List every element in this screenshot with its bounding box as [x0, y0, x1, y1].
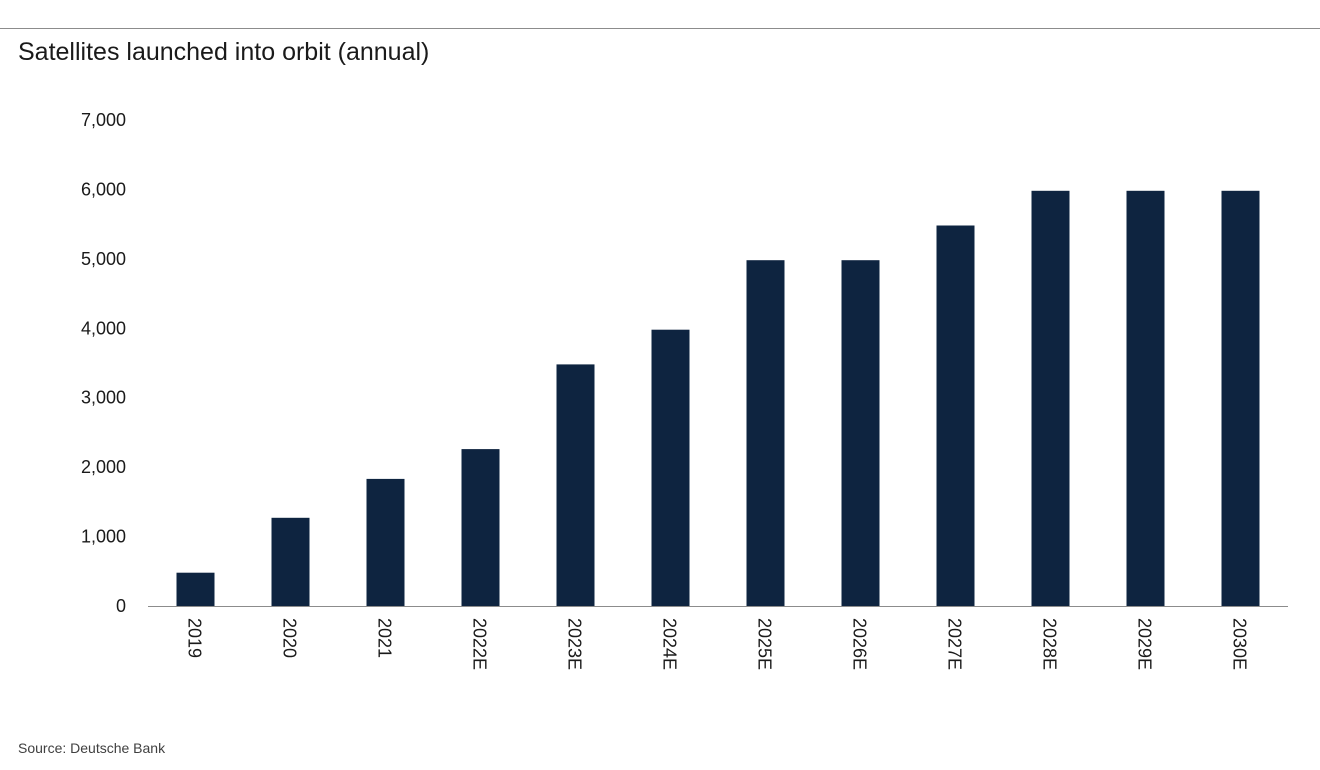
y-tick-label: 1,000: [81, 527, 126, 547]
x-tick-label: 2020: [280, 618, 300, 658]
x-tick-label: 2029E: [1135, 618, 1155, 670]
x-tick-label: 2025E: [755, 618, 775, 670]
bar-2020: [271, 517, 310, 606]
y-tick-label: 7,000: [81, 110, 126, 130]
x-tick-label: 2028E: [1040, 618, 1060, 670]
chart-title: Satellites launched into orbit (annual): [18, 38, 430, 66]
bar-2028e: [1031, 190, 1070, 607]
x-tick-label: 2021: [375, 618, 395, 658]
bar-2024e: [651, 329, 690, 606]
bar-2023e: [556, 364, 595, 606]
x-tick-label: 2022E: [470, 618, 490, 670]
bar-2021: [366, 478, 405, 606]
top-rule: [0, 28, 1320, 29]
bar-2022e: [461, 449, 500, 606]
x-tick-label: 2030E: [1230, 618, 1250, 670]
x-tick-label: 2023E: [565, 618, 585, 670]
bar-chart: 0 1,000 2,000 3,000 4,000 5,000 6,000 7,000 2019…: [81, 110, 1288, 670]
y-tick-label: 2,000: [81, 457, 126, 477]
x-tick-label: 2024E: [660, 618, 680, 670]
y-tick-label: 5,000: [81, 249, 126, 269]
y-tick-label: 4,000: [81, 318, 126, 338]
bar-2027e: [936, 225, 975, 606]
source-note: Source: Deutsche Bank: [18, 740, 166, 756]
bar-2026e: [841, 260, 880, 606]
bar-2030e: [1221, 190, 1260, 607]
y-tick-label: 0: [116, 596, 126, 616]
y-tick-label: 3,000: [81, 388, 126, 408]
bar-2029e: [1126, 190, 1165, 607]
bar-2025e: [746, 260, 785, 606]
x-tick-label: 2019: [185, 618, 205, 658]
bar-2019: [176, 572, 215, 606]
y-tick-label: 6,000: [81, 179, 126, 199]
x-tick-label: 2027E: [945, 618, 965, 670]
x-tick-label: 2026E: [850, 618, 870, 670]
